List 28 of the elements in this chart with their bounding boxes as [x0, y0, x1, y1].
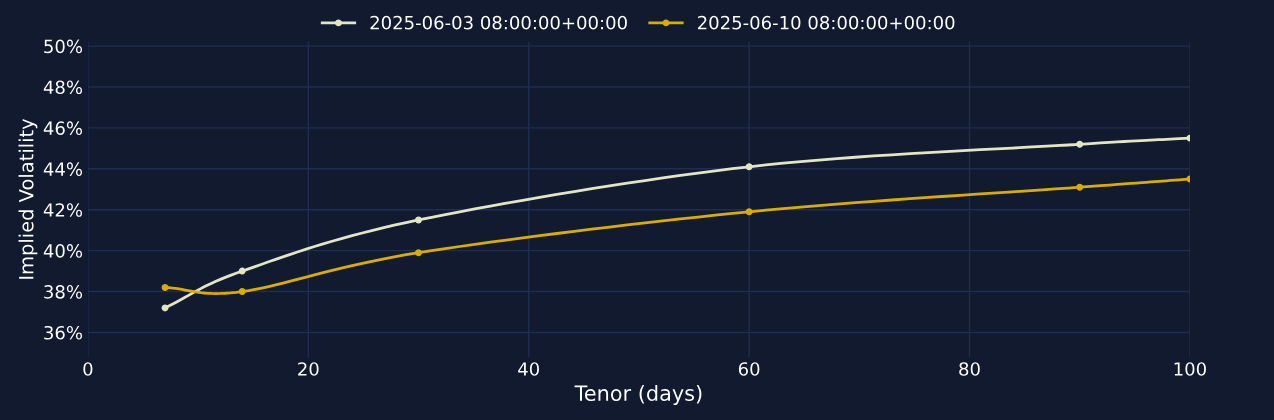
point — [1076, 183, 1084, 191]
y-tick-label: 50% — [44, 39, 83, 54]
y-tick-label: 40% — [43, 244, 83, 258]
legend-label: 2025-06-10 08:00:00+00:00 — [698, 15, 955, 30]
point — [1076, 140, 1084, 148]
y-axis-title: Implied Volatility — [18, 118, 38, 279]
x-tick-label: 100 — [1174, 362, 1206, 376]
y-tick-label: 46% — [43, 121, 83, 136]
y-tick-label: 42% — [43, 203, 83, 217]
x-axis-title: Tenor (days) — [574, 384, 702, 406]
point — [745, 208, 753, 216]
y-tick-label: 48% — [43, 80, 83, 95]
x-tick-label: 60 — [738, 362, 760, 376]
legend-label: 2025-06-03 08:00:00+00:00 — [370, 15, 627, 30]
point — [238, 288, 246, 296]
point — [745, 163, 753, 171]
y-tick-label: 38% — [44, 285, 83, 299]
point — [238, 267, 246, 275]
y-tick-label: 36% — [44, 325, 83, 340]
point — [415, 216, 422, 224]
x-tick-label: 0 — [83, 362, 93, 376]
x-tick-label: 80 — [959, 362, 980, 376]
x-tick-label: 20 — [298, 362, 319, 376]
point — [415, 249, 422, 257]
y-tick-label: 44% — [43, 162, 83, 176]
point — [161, 283, 169, 291]
x-tick-label: 40 — [518, 362, 539, 376]
point — [161, 304, 169, 312]
